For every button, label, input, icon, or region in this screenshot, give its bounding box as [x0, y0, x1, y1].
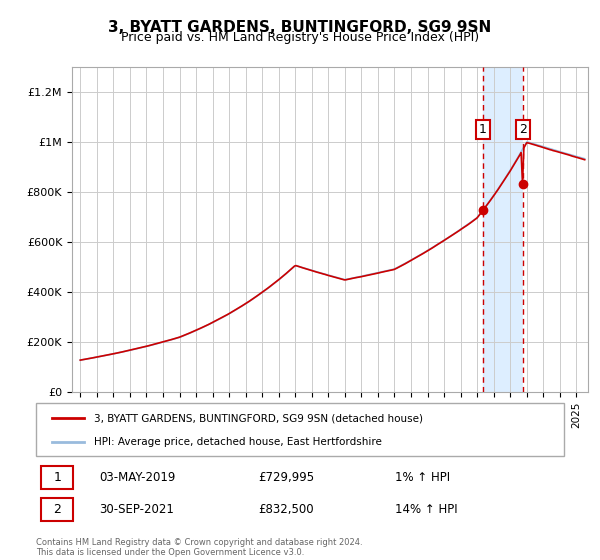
Text: 3, BYATT GARDENS, BUNTINGFORD, SG9 9SN (detached house): 3, BYATT GARDENS, BUNTINGFORD, SG9 9SN (…: [94, 413, 423, 423]
Text: 1: 1: [479, 123, 487, 136]
Text: 1: 1: [53, 471, 61, 484]
Text: 14% ↑ HPI: 14% ↑ HPI: [395, 503, 458, 516]
FancyBboxPatch shape: [41, 466, 73, 489]
FancyBboxPatch shape: [36, 403, 564, 456]
Text: 1% ↑ HPI: 1% ↑ HPI: [395, 471, 450, 484]
Line: 3, BYATT GARDENS, BUNTINGFORD, SG9 9SN (detached house): 3, BYATT GARDENS, BUNTINGFORD, SG9 9SN (…: [80, 143, 584, 360]
Text: 03-MAY-2019: 03-MAY-2019: [100, 471, 176, 484]
HPI: Average price, detached house, East Hertfordshire: (2e+03, 2.26e+05): Average price, detached house, East Hert…: [181, 332, 188, 339]
HPI: Average price, detached house, East Hertfordshire: (2e+03, 2.03e+05): Average price, detached house, East Hert…: [163, 338, 170, 344]
Text: HPI: Average price, detached house, East Hertfordshire: HPI: Average price, detached house, East…: [94, 436, 382, 446]
HPI: Average price, detached house, East Hertfordshire: (2.01e+03, 4.56e+05): Average price, detached house, East Hert…: [349, 275, 356, 282]
3, BYATT GARDENS, BUNTINGFORD, SG9 9SN (detached house): [450, 231, 457, 238]
Text: 2: 2: [53, 503, 61, 516]
Text: Contains HM Land Registry data © Crown copyright and database right 2024.
This d: Contains HM Land Registry data © Crown c…: [36, 538, 362, 557]
Text: £832,500: £832,500: [258, 503, 313, 516]
FancyBboxPatch shape: [41, 498, 73, 521]
Text: £729,995: £729,995: [258, 471, 314, 484]
Text: 3, BYATT GARDENS, BUNTINGFORD, SG9 9SN: 3, BYATT GARDENS, BUNTINGFORD, SG9 9SN: [109, 20, 491, 35]
3, BYATT GARDENS, BUNTINGFORD, SG9 9SN (detached house): [523, 139, 530, 146]
Bar: [523, 67, 588, 392]
Text: 30-SEP-2021: 30-SEP-2021: [100, 503, 174, 516]
HPI: Average price, detached house, East Hertfordshire: (2.02e+03, 5.62e+05): Average price, detached house, East Hert…: [422, 248, 430, 255]
3, BYATT GARDENS, BUNTINGFORD, SG9 9SN (detached house): [581, 156, 588, 163]
Text: 2: 2: [519, 123, 527, 136]
HPI: Average price, detached house, East Hertfordshire: (2.02e+03, 6.31e+05): Average price, detached house, East Hert…: [450, 231, 457, 237]
Line: HPI: Average price, detached house, East Hertfordshire: HPI: Average price, detached house, East…: [80, 142, 584, 360]
3, BYATT GARDENS, BUNTINGFORD, SG9 9SN (detached house): [349, 275, 356, 282]
Bar: [523, 67, 588, 392]
HPI: Average price, detached house, East Hertfordshire: (2e+03, 1.28e+05): Average price, detached house, East Hert…: [77, 357, 84, 363]
3, BYATT GARDENS, BUNTINGFORD, SG9 9SN (detached house): [181, 332, 188, 339]
3, BYATT GARDENS, BUNTINGFORD, SG9 9SN (detached house): [422, 249, 430, 255]
3, BYATT GARDENS, BUNTINGFORD, SG9 9SN (detached house): [163, 338, 170, 344]
HPI: Average price, detached house, East Hertfordshire: (2.03e+03, 9.34e+05): Average price, detached house, East Hert…: [581, 155, 588, 162]
Text: Price paid vs. HM Land Registry's House Price Index (HPI): Price paid vs. HM Land Registry's House …: [121, 31, 479, 44]
Bar: [482, 67, 523, 392]
HPI: Average price, detached house, East Hertfordshire: (2.02e+03, 1e+06): Average price, detached house, East Hert…: [523, 139, 530, 146]
HPI: Average price, detached house, East Hertfordshire: (2e+03, 1.67e+05): Average price, detached house, East Hert…: [127, 347, 134, 353]
3, BYATT GARDENS, BUNTINGFORD, SG9 9SN (detached house): [127, 347, 134, 353]
3, BYATT GARDENS, BUNTINGFORD, SG9 9SN (detached house): [77, 357, 84, 363]
